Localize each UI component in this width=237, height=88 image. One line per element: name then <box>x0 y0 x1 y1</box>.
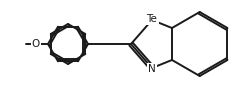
Text: Te: Te <box>146 14 157 24</box>
Text: O: O <box>32 39 40 49</box>
Text: N: N <box>148 64 156 74</box>
